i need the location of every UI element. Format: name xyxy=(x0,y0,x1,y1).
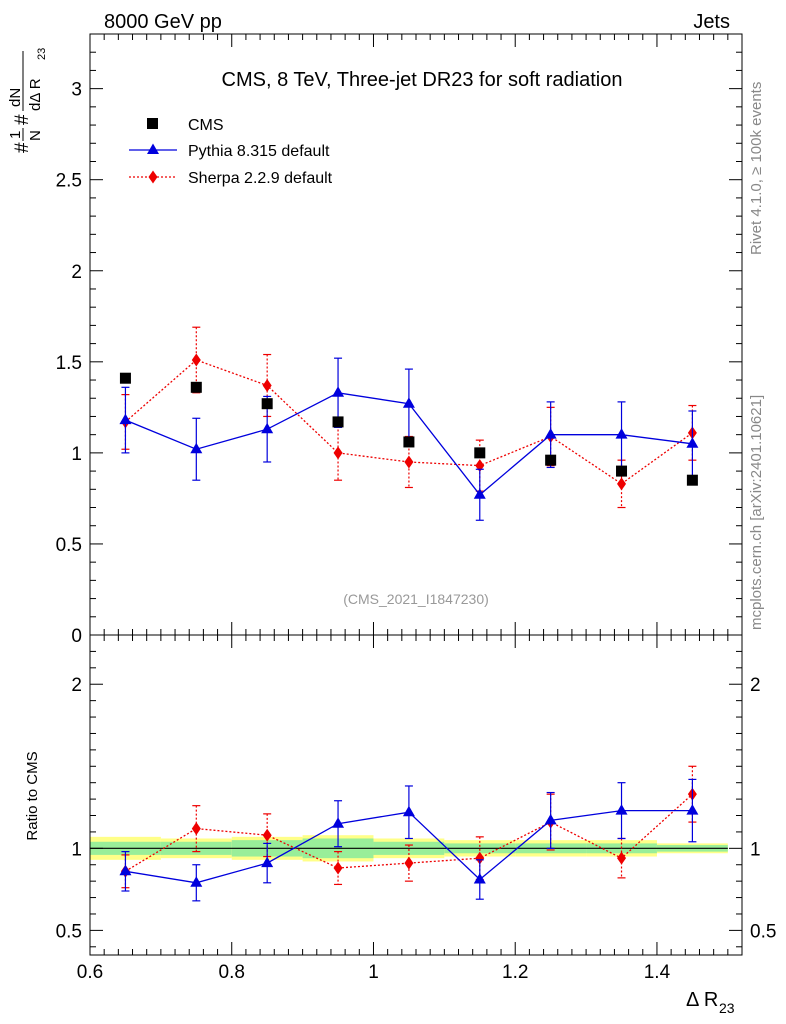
main-pythia-point xyxy=(544,428,557,439)
legend-marker-pythia xyxy=(147,143,159,154)
x-tick-label: 1.2 xyxy=(502,962,528,983)
ratio-pythia-point xyxy=(473,873,486,884)
ratio-sherpa-point xyxy=(475,851,485,865)
legend: CMS Pythia 8.315 default Sherpa 2.2.9 de… xyxy=(129,117,333,187)
ratio-y-tick-label: 0.5 xyxy=(56,921,82,942)
ylabel-dn: dN xyxy=(7,88,24,107)
legend-label-pythia: Pythia 8.315 default xyxy=(188,143,330,160)
ylabel-hash2: # xyxy=(12,114,33,125)
ratio-axes: 0.6 0.8 1 1.2 1.4 0.5 0.5 1 1 2 2 xyxy=(56,634,776,983)
ratio-pythia-point xyxy=(332,817,345,828)
ratio-sherpa-point xyxy=(262,828,272,842)
ylabel-n: N xyxy=(27,130,44,141)
ratio-pythia-point xyxy=(544,813,557,825)
ylabel-hash1: # xyxy=(12,142,33,153)
x-tick-label: 0.8 xyxy=(219,962,245,983)
main-cms-point xyxy=(332,416,344,428)
main-sherpa-point xyxy=(404,455,414,469)
ratio-sherpa-point xyxy=(617,851,627,865)
legend-marker-cms xyxy=(147,118,158,129)
ratio-series-layer xyxy=(119,765,699,902)
main-y-tick-label: 2 xyxy=(71,262,82,283)
header-process-label: Jets xyxy=(693,11,730,33)
main-y-tick-label: 0.5 xyxy=(56,535,82,556)
legend-label-sherpa: Sherpa 2.2.9 default xyxy=(188,170,333,187)
ratio-sherpa-point xyxy=(404,856,414,870)
main-cms-point xyxy=(261,398,273,410)
main-cms-point xyxy=(686,474,698,486)
ratio-pythia-point xyxy=(402,805,415,817)
ratio-panel: 0.6 0.8 1 1.2 1.4 0.5 0.5 1 1 2 2 Ratio to CMS xyxy=(24,634,776,983)
analysis-id: (CMS_2021_I1847230) xyxy=(343,591,489,607)
ratio-y-tick-label: 2 xyxy=(71,675,82,696)
ylabel-sub: 23 xyxy=(36,48,48,60)
main-cms-point xyxy=(119,372,131,384)
main-pythia-point xyxy=(190,442,203,454)
main-y-tick-label: 2.5 xyxy=(56,171,82,192)
x-axis-label-sub: 23 xyxy=(719,1000,735,1016)
main-cms-point xyxy=(474,447,486,459)
x-tick-label: 1.4 xyxy=(644,962,671,983)
main-sherpa-point xyxy=(262,378,272,392)
x-tick-label: 0.6 xyxy=(77,962,103,983)
ratio-frame xyxy=(89,634,743,956)
x-axis-label: Δ R 23 xyxy=(686,989,735,1016)
main-y-axis-label: # 1 N # dN dΔ R 23 xyxy=(7,48,48,153)
main-cms-point xyxy=(616,465,628,477)
main-pythia-point xyxy=(261,422,274,434)
main-pythia-point xyxy=(402,397,415,408)
main-y-tick-label: 3 xyxy=(71,80,82,101)
main-cms-point xyxy=(190,381,202,393)
ylabel-dd: dΔ R xyxy=(27,78,44,111)
main-title: CMS, 8 TeV, Three-jet DR23 for soft radi… xyxy=(222,69,623,91)
legend-label-cms: CMS xyxy=(188,117,224,134)
main-sherpa-point xyxy=(333,446,343,460)
ratio-y-axis-label: Ratio to CMS xyxy=(24,751,41,840)
ratio-pythia-point xyxy=(190,876,203,887)
main-pythia-point xyxy=(473,488,486,499)
x-axis-label-main: Δ R xyxy=(686,989,718,1011)
legend-marker-sherpa xyxy=(148,170,158,184)
main-pythia-point xyxy=(332,386,345,397)
ratio-sherpa-point xyxy=(191,822,201,836)
ratio-pythia-point xyxy=(686,804,699,815)
mcplots-label: mcplots.cern.ch [arXiv:2401.10621] xyxy=(748,395,765,630)
ratio-y-tick-label-right: 1 xyxy=(750,839,761,860)
main-y-tick-label: 1.5 xyxy=(56,353,82,374)
x-tick-label: 1 xyxy=(368,962,379,983)
ratio-y-tick-label: 1 xyxy=(71,839,82,860)
main-pythia-point xyxy=(615,428,628,439)
ratio-pythia-point xyxy=(615,804,628,815)
main-panel: 0 0.5 1 1.5 2 2.5 3 CMS, 8 TeV, Three-jet DR23… xyxy=(7,33,743,647)
ylabel-one: 1 xyxy=(7,131,24,139)
rivet-version-label: Rivet 4.1.0, ≥ 100k events xyxy=(748,82,765,255)
main-pythia-point xyxy=(119,413,132,425)
ratio-pythia-point xyxy=(261,856,274,868)
ratio-y-tick-label-right: 0.5 xyxy=(750,921,776,942)
ratio-pythia-point xyxy=(119,864,132,876)
main-pythia-point xyxy=(686,437,699,448)
header-energy-label: 8000 GeV pp xyxy=(104,11,222,33)
ratio-sherpa-point xyxy=(333,861,343,875)
ratio-y-tick-label-right: 2 xyxy=(750,675,761,696)
main-y-tick-label: 0 xyxy=(71,626,82,647)
main-cms-point xyxy=(545,454,557,466)
main-sherpa-point xyxy=(191,353,201,367)
main-y-tick-label: 1 xyxy=(71,444,82,465)
main-axes: 0 0.5 1 1.5 2 2.5 3 xyxy=(56,33,743,647)
main-cms-point xyxy=(403,436,415,448)
main-sherpa-point xyxy=(617,477,627,491)
main-series-layer xyxy=(119,326,699,521)
